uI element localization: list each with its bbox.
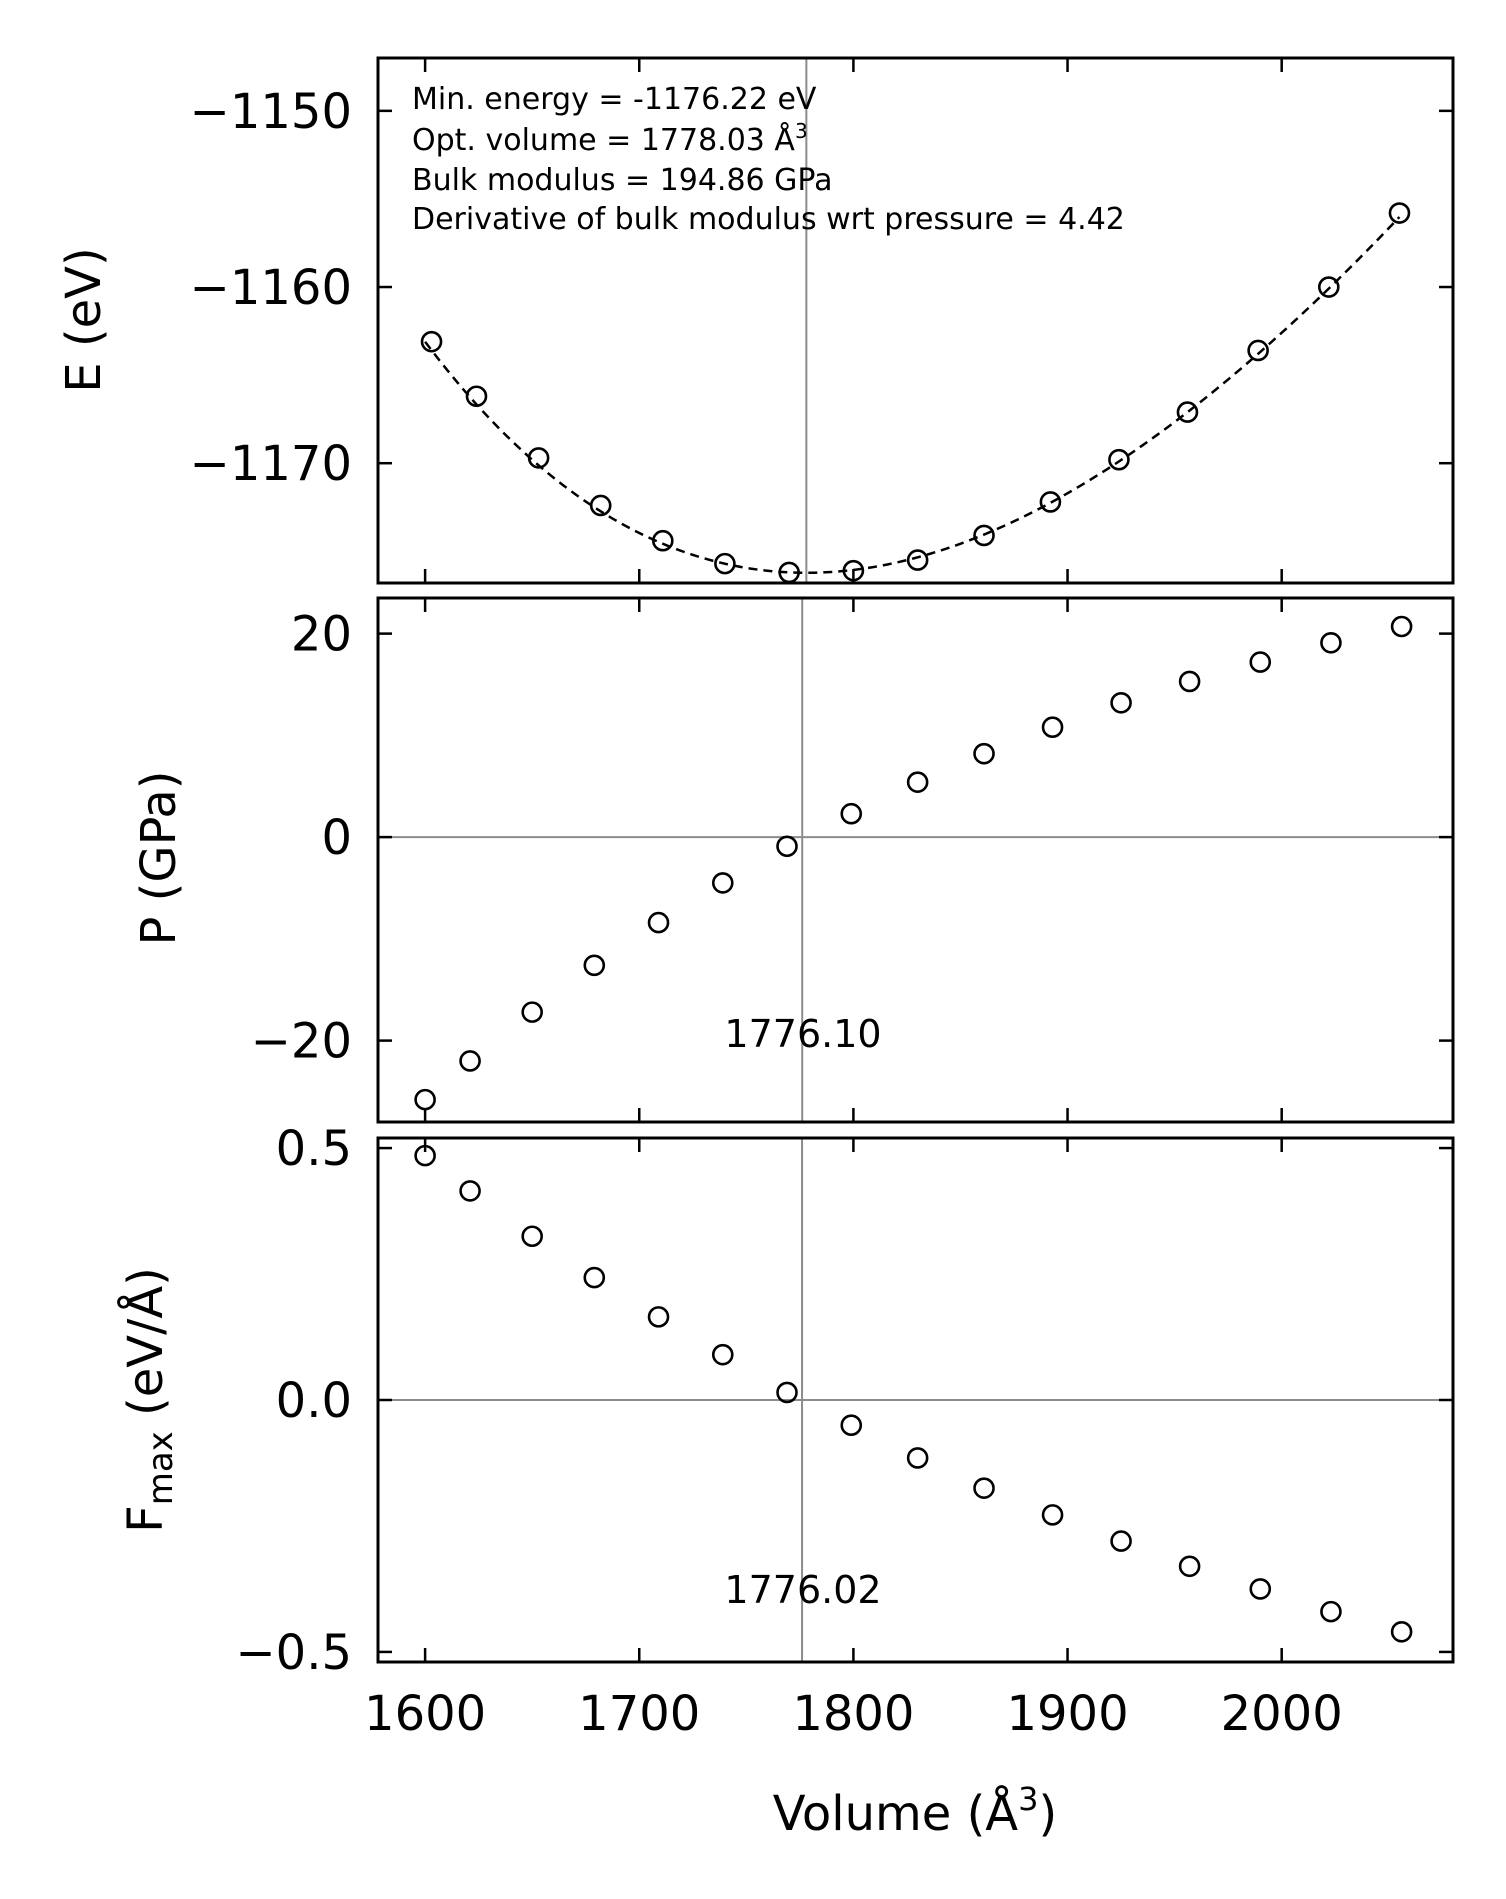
force-data-points — [414, 1144, 1413, 1643]
data-point — [906, 1447, 929, 1469]
y-tick-label: −20 — [251, 1014, 352, 1070]
data-point — [465, 385, 488, 408]
data-point — [521, 1225, 543, 1248]
x-tick-label: 1700 — [578, 1686, 700, 1742]
data-point — [459, 1050, 481, 1072]
energy-y-axis-label: E (eV) — [56, 247, 112, 392]
data-point — [589, 494, 612, 517]
x-tick-label: 1800 — [792, 1686, 914, 1742]
data-point — [1041, 716, 1064, 739]
data-point — [973, 742, 995, 765]
data-point — [527, 447, 550, 469]
annotation-bulk-modulus: Bulk modulus = 194.86 GPa — [412, 163, 833, 198]
data-point — [711, 872, 734, 894]
data-point — [1317, 276, 1340, 298]
x-tick-label: 2000 — [1221, 1686, 1343, 1742]
data-point — [906, 771, 929, 793]
data-point — [1041, 1504, 1064, 1526]
y-tick-label: 0 — [321, 810, 352, 866]
x-tick-label: 1600 — [364, 1686, 486, 1742]
plot-frame — [376, 596, 1455, 1124]
pressure-crossing-annotation: 1776.10 — [724, 1012, 881, 1056]
energy-plot-frame — [376, 56, 1455, 585]
x-tick-label: 1900 — [1006, 1686, 1128, 1742]
data-point — [1320, 631, 1342, 654]
energy-annotations: Min. energy = -1176.22 eV Opt. volume = … — [412, 82, 1125, 237]
data-point — [1110, 1530, 1132, 1552]
force-plot-frame — [376, 1136, 1455, 1664]
data-point — [1390, 1620, 1413, 1643]
y-tick-label: −1170 — [190, 436, 352, 492]
data-point — [1108, 448, 1130, 471]
pressure-y-axis-label: P (GPa) — [131, 770, 187, 945]
data-point — [1390, 615, 1413, 638]
data-point — [1249, 1578, 1272, 1600]
data-point — [1176, 401, 1199, 423]
energy-fit-curve — [424, 216, 1401, 575]
data-point — [583, 954, 606, 977]
data-point — [652, 529, 674, 552]
data-point — [459, 1180, 481, 1202]
y-tick-label: −1160 — [190, 260, 352, 316]
x-axis-label: Volume (Å3) — [773, 1780, 1057, 1842]
data-point — [647, 1306, 670, 1328]
data-point — [776, 835, 798, 858]
data-point — [906, 549, 929, 571]
data-point — [1320, 1600, 1342, 1623]
data-point — [840, 802, 863, 825]
data-point — [420, 330, 443, 353]
data-point — [711, 1343, 734, 1366]
data-point — [583, 1266, 606, 1289]
y-tick-label: 20 — [291, 607, 352, 663]
data-point — [714, 552, 736, 575]
pressure-panel: 20 0 −20 1776.10 P (GPa) — [131, 596, 1455, 1124]
energy-panel: −1150 −1160 −1170 Min. energy = -1176.22 e… — [56, 56, 1455, 585]
y-tick-label: 0.0 — [276, 1373, 352, 1429]
data-point — [1178, 670, 1201, 693]
force-y-axis-label: Fmax (eV/Å) — [117, 1267, 181, 1533]
data-point — [1039, 491, 1062, 513]
data-point — [1110, 691, 1132, 714]
annotation-min-energy: Min. energy = -1176.22 eV — [412, 82, 817, 117]
pressure-plot-frame — [376, 596, 1455, 1124]
annotation-bulk-modulus-derivative: Derivative of bulk modulus wrt pressure … — [412, 202, 1125, 237]
energy-data-points — [420, 202, 1411, 584]
data-point — [973, 524, 995, 547]
pressure-ticks: 20 0 −20 — [251, 598, 1453, 1122]
force-reference-lines — [378, 1138, 1453, 1662]
data-point — [840, 1414, 863, 1436]
y-tick-label: 0.5 — [276, 1121, 352, 1177]
pressure-reference-lines — [378, 598, 1453, 1122]
data-point — [1247, 339, 1269, 362]
annotation-opt-volume: Opt. volume = 1778.03 Å3 — [412, 119, 808, 158]
eos-fit-curve — [424, 216, 1401, 575]
plot-frame — [376, 1136, 1455, 1664]
y-tick-label: −0.5 — [235, 1625, 352, 1681]
plot-frame — [376, 56, 1455, 585]
y-tick-label: −1150 — [190, 84, 352, 140]
data-point — [973, 1477, 995, 1499]
force-crossing-annotation: 1776.02 — [724, 1568, 881, 1612]
data-point — [776, 1381, 798, 1404]
data-point — [647, 911, 670, 934]
data-point — [1249, 651, 1272, 673]
energy-ticks: −1150 −1160 −1170 — [190, 58, 1453, 583]
data-point — [521, 1001, 543, 1023]
data-point — [1178, 1555, 1201, 1578]
data-point — [1388, 202, 1411, 224]
